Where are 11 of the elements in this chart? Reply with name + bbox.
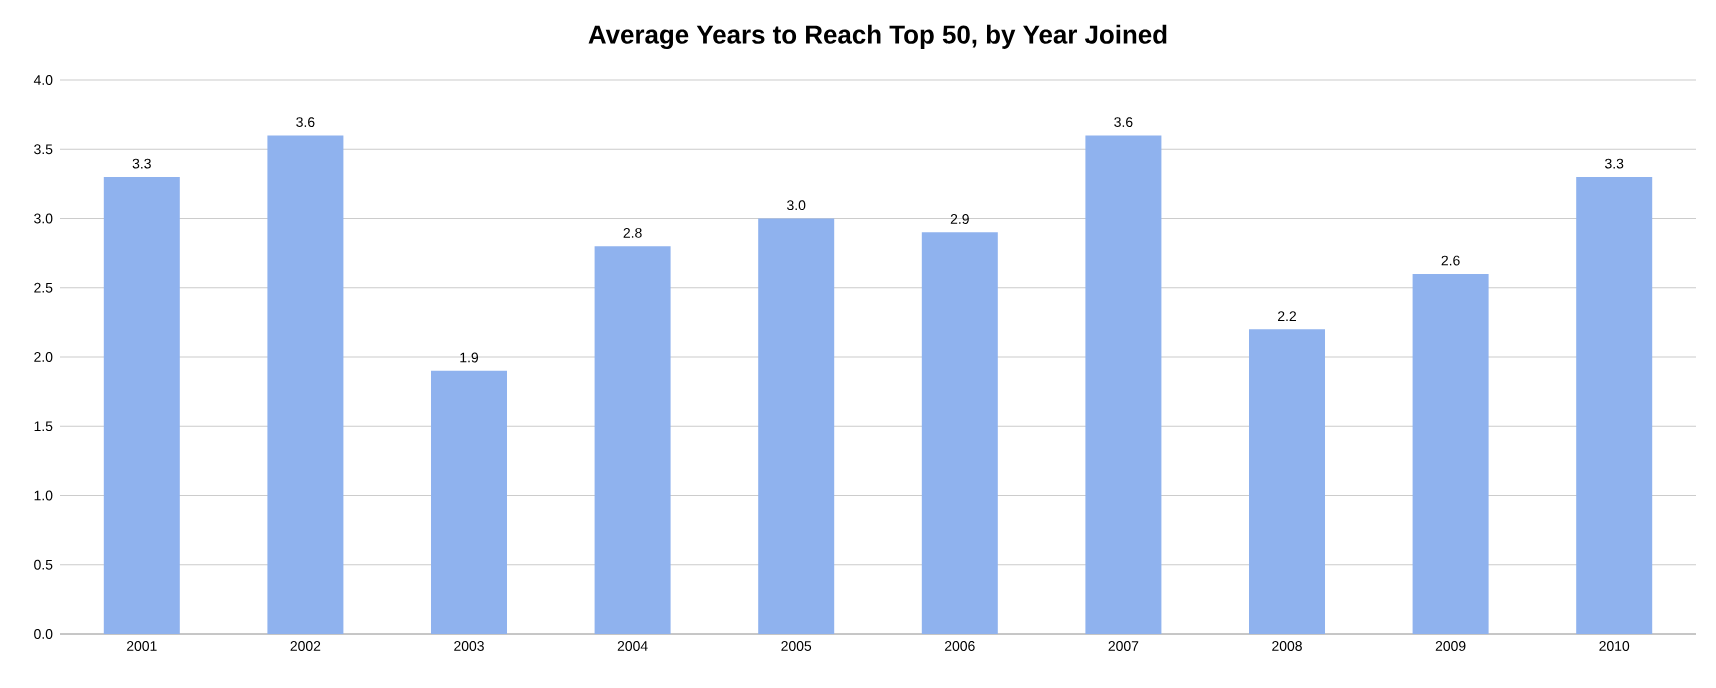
bar bbox=[431, 370, 507, 634]
bar bbox=[921, 232, 998, 634]
bar bbox=[1412, 273, 1489, 634]
bar bbox=[267, 135, 344, 634]
bar bbox=[594, 246, 671, 634]
bar bbox=[1085, 135, 1162, 634]
bar bbox=[103, 176, 180, 634]
bar bbox=[1249, 329, 1326, 634]
bar bbox=[758, 218, 835, 634]
bar bbox=[1576, 176, 1653, 634]
chart-title: Average Years to Reach Top 50, by Year Joined bbox=[588, 24, 1167, 50]
